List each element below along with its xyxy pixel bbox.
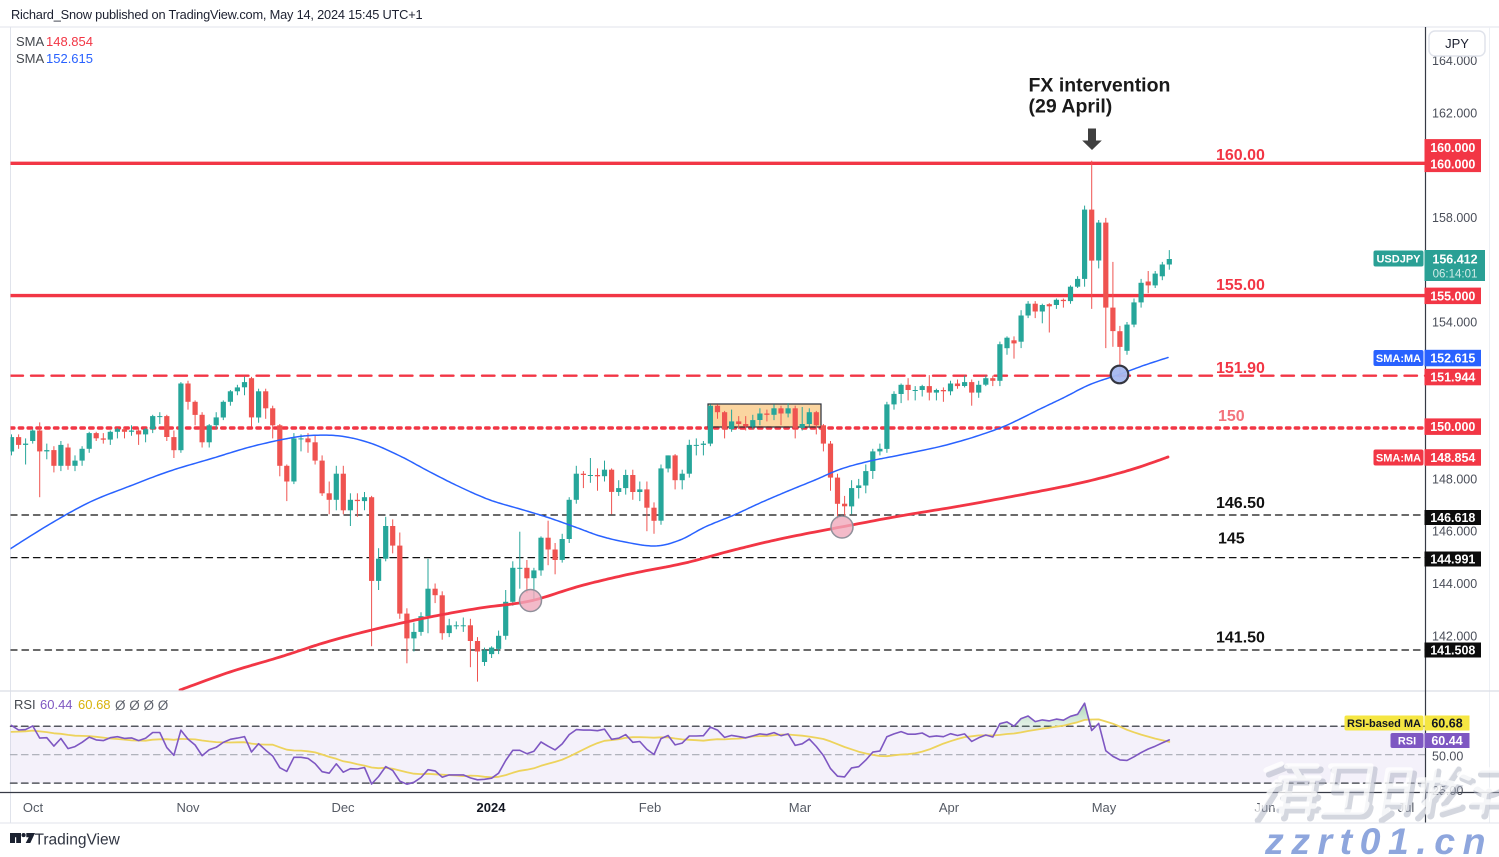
svg-text:FX intervention: FX intervention [1029,75,1171,97]
svg-text:155.000: 155.000 [1430,289,1475,303]
svg-text:RSI: RSI [1398,736,1416,748]
svg-text:JPY: JPY [1445,36,1469,51]
svg-text:164.000: 164.000 [1432,54,1477,68]
svg-text:152.615: 152.615 [46,51,93,66]
svg-text:148.854: 148.854 [1430,451,1475,465]
svg-text:60.44: 60.44 [40,697,73,712]
svg-text:Apr: Apr [939,800,960,815]
svg-text:SMA:MA: SMA:MA [1376,353,1421,365]
svg-text:SMA: SMA [16,34,45,49]
svg-text:May: May [1092,800,1117,815]
svg-text:158.000: 158.000 [1432,211,1477,225]
svg-text:141.50: 141.50 [1216,630,1265,647]
svg-text:Ø Ø Ø Ø: Ø Ø Ø Ø [115,698,169,713]
svg-text:146.50: 146.50 [1216,495,1265,512]
svg-text:60.68: 60.68 [78,697,111,712]
svg-text:155.00: 155.00 [1216,277,1265,294]
svg-text:162.000: 162.000 [1432,106,1477,120]
svg-text:148.854: 148.854 [46,34,93,49]
svg-text:2024: 2024 [477,800,507,815]
svg-text:SMA:MA: SMA:MA [1376,453,1421,465]
svg-text:60.44: 60.44 [1431,734,1462,748]
svg-text:zzrt01.cn: zzrt01.cn [1264,820,1493,857]
svg-text:141.508: 141.508 [1430,644,1475,658]
svg-text:160.00: 160.00 [1216,147,1265,164]
svg-text:USDJPY: USDJPY [1376,254,1421,266]
svg-text:148.000: 148.000 [1432,472,1477,486]
svg-text:RSI-based MA: RSI-based MA [1347,718,1421,730]
svg-text:(29 April): (29 April) [1029,96,1113,118]
svg-text:60.68: 60.68 [1431,717,1462,731]
svg-text:Richard_Snow published on Trad: Richard_Snow published on TradingView.co… [11,7,422,22]
svg-text:150: 150 [1218,408,1245,425]
svg-text:Dec: Dec [331,800,355,815]
svg-text:142.000: 142.000 [1432,629,1477,643]
svg-text:160.000: 160.000 [1430,157,1475,171]
svg-text:150.000: 150.000 [1430,420,1475,434]
svg-text:152.615: 152.615 [1430,352,1475,366]
svg-text:Feb: Feb [639,800,661,815]
svg-text:06:14:01: 06:14:01 [1433,269,1478,281]
svg-text:146.000: 146.000 [1432,525,1477,539]
svg-text:SMA: SMA [16,51,45,66]
svg-text:RSI: RSI [14,697,36,712]
svg-text:160.000: 160.000 [1430,141,1475,155]
svg-text:156.412: 156.412 [1432,253,1477,267]
svg-text:Nov: Nov [176,800,200,815]
svg-text:Oct: Oct [23,800,44,815]
svg-text:Mar: Mar [789,800,812,815]
svg-text:154.000: 154.000 [1432,316,1477,330]
svg-text:144.000: 144.000 [1432,577,1477,591]
svg-text:145: 145 [1218,531,1245,548]
svg-text:TradingView: TradingView [35,832,121,849]
svg-text:151.90: 151.90 [1216,360,1265,377]
svg-text:151.944: 151.944 [1430,371,1475,385]
svg-text:50.00: 50.00 [1432,750,1463,764]
svg-text:144.991: 144.991 [1430,553,1475,567]
svg-text:146.618: 146.618 [1430,511,1475,525]
